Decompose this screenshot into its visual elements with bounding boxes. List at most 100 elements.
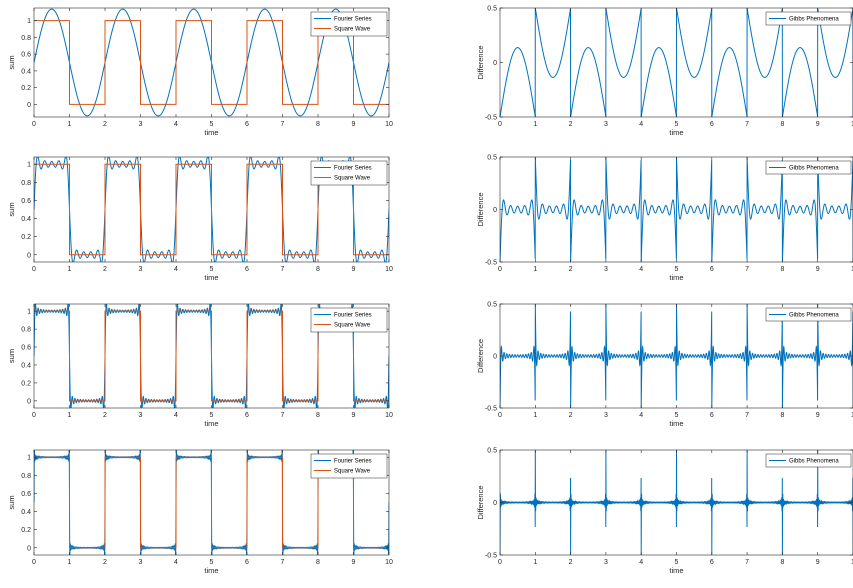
- series-gibbs-phenomena-line: [500, 304, 853, 408]
- x-axis-label: time: [669, 419, 683, 428]
- legend: Fourier Series Square Wave: [310, 11, 388, 37]
- x-axis-label: time: [204, 273, 218, 282]
- y-tick-label: 0.5: [487, 155, 497, 162]
- y-tick-label: 0: [493, 60, 497, 67]
- y-tick-label: 0: [27, 545, 31, 552]
- legend-box: [310, 453, 388, 479]
- x-tick-label: 3: [604, 412, 608, 419]
- y-tick-label: -0.5: [485, 115, 497, 122]
- y-axis-label: Difference: [476, 45, 485, 79]
- x-tick-label: 0: [498, 121, 502, 128]
- y-tick-label: -0.5: [485, 260, 497, 267]
- legend-box: [765, 11, 852, 26]
- x-tick-label: 5: [210, 559, 214, 566]
- legend: Gibbs Phenomena: [765, 453, 852, 468]
- x-tick-label: 8: [316, 266, 320, 273]
- y-tick-label: 0.6: [21, 52, 31, 59]
- x-tick-label: 4: [639, 412, 643, 419]
- x-tick-label: 5: [675, 559, 679, 566]
- x-tick-label: 9: [816, 121, 820, 128]
- legend-box: [310, 11, 388, 37]
- x-tick-label: 3: [604, 266, 608, 273]
- x-tick-label: 4: [174, 559, 178, 566]
- x-tick-label: 0: [498, 412, 502, 419]
- x-tick-label: 1: [533, 266, 537, 273]
- x-tick-label: 7: [281, 559, 285, 566]
- legend-label: Fourier Series: [334, 17, 372, 23]
- y-tick-label: 0.4: [21, 216, 31, 223]
- legend: Gibbs Phenomena: [765, 11, 852, 26]
- x-tick-label: 6: [710, 266, 714, 273]
- y-tick-label: 1: [27, 309, 31, 316]
- y-tick-label: 0: [27, 398, 31, 405]
- x-axis-label: time: [204, 128, 218, 137]
- x-tick-label: 7: [281, 266, 285, 273]
- x-tick-label: 7: [745, 559, 749, 566]
- x-tick-label: 10: [385, 266, 393, 273]
- y-tick-label: 1: [27, 162, 31, 169]
- y-tick-label: 0.6: [21, 491, 31, 498]
- x-tick-label: 9: [816, 412, 820, 419]
- legend: Fourier Series Square Wave: [310, 307, 388, 333]
- x-tick-label: 2: [569, 266, 573, 273]
- x-tick-label: 6: [245, 559, 249, 566]
- y-tick-label: 0: [493, 500, 497, 507]
- x-tick-label: 4: [639, 266, 643, 273]
- x-tick-label: 1: [533, 412, 537, 419]
- x-tick-label: 5: [210, 121, 214, 128]
- y-tick-label: 0.5: [487, 6, 497, 13]
- x-tick-label: 4: [174, 412, 178, 419]
- x-tick-label: 7: [745, 121, 749, 128]
- y-tick-label: 0.8: [21, 327, 31, 334]
- x-tick-label: 9: [352, 266, 356, 273]
- y-tick-label: 1: [27, 455, 31, 462]
- y-tick-label: 0.8: [21, 35, 31, 42]
- x-tick-label: 3: [139, 559, 143, 566]
- y-axis-label: Difference: [476, 485, 485, 519]
- x-tick-label: 10: [385, 559, 393, 566]
- y-axis-label: sum: [7, 349, 16, 363]
- x-tick-label: 5: [675, 266, 679, 273]
- x-tick-label: 4: [639, 559, 643, 566]
- panel-sum-3: 0 1 2 3 4 5 6 7 8 9 10 0 0.2 0.4 0.6 0.8 1 time sum Fourier…: [7, 303, 393, 428]
- y-axis-label: sum: [7, 55, 16, 69]
- legend-label: Fourier Series: [334, 166, 372, 172]
- legend-label: Square Wave: [334, 323, 371, 329]
- x-tick-label: 0: [32, 266, 36, 273]
- x-tick-label: 2: [103, 121, 107, 128]
- x-tick-label: 5: [210, 266, 214, 273]
- y-tick-label: 0.4: [21, 362, 31, 369]
- x-tick-label: 4: [174, 266, 178, 273]
- legend-label: Gibbs Phenomena: [789, 166, 839, 172]
- legend-label: Square Wave: [334, 469, 371, 475]
- y-tick-label: 0.6: [21, 198, 31, 205]
- x-tick-label: 3: [139, 121, 143, 128]
- x-tick-label: 2: [569, 412, 573, 419]
- legend-label: Square Wave: [334, 27, 371, 33]
- x-tick-label: 9: [816, 559, 820, 566]
- x-tick-label: 0: [32, 121, 36, 128]
- y-tick-label: 1: [27, 18, 31, 25]
- x-axis-label: time: [669, 273, 683, 282]
- legend: Fourier Series Square Wave: [310, 160, 388, 186]
- legend-label: Gibbs Phenomena: [789, 459, 839, 465]
- y-tick-label: 0.4: [21, 509, 31, 516]
- legend-label: Fourier Series: [334, 459, 372, 465]
- y-tick-label: 0.8: [21, 180, 31, 187]
- x-tick-label: 8: [316, 412, 320, 419]
- x-tick-label: 5: [675, 121, 679, 128]
- y-axis-label: Difference: [476, 339, 485, 373]
- y-tick-label: 0: [493, 207, 497, 214]
- x-tick-label: 4: [174, 121, 178, 128]
- x-tick-label: 6: [710, 412, 714, 419]
- x-tick-label: 2: [569, 559, 573, 566]
- series-gibbs-phenomena-line: [500, 157, 853, 262]
- x-tick-label: 6: [245, 121, 249, 128]
- x-tick-label: 1: [68, 559, 72, 566]
- x-tick-label: 6: [710, 559, 714, 566]
